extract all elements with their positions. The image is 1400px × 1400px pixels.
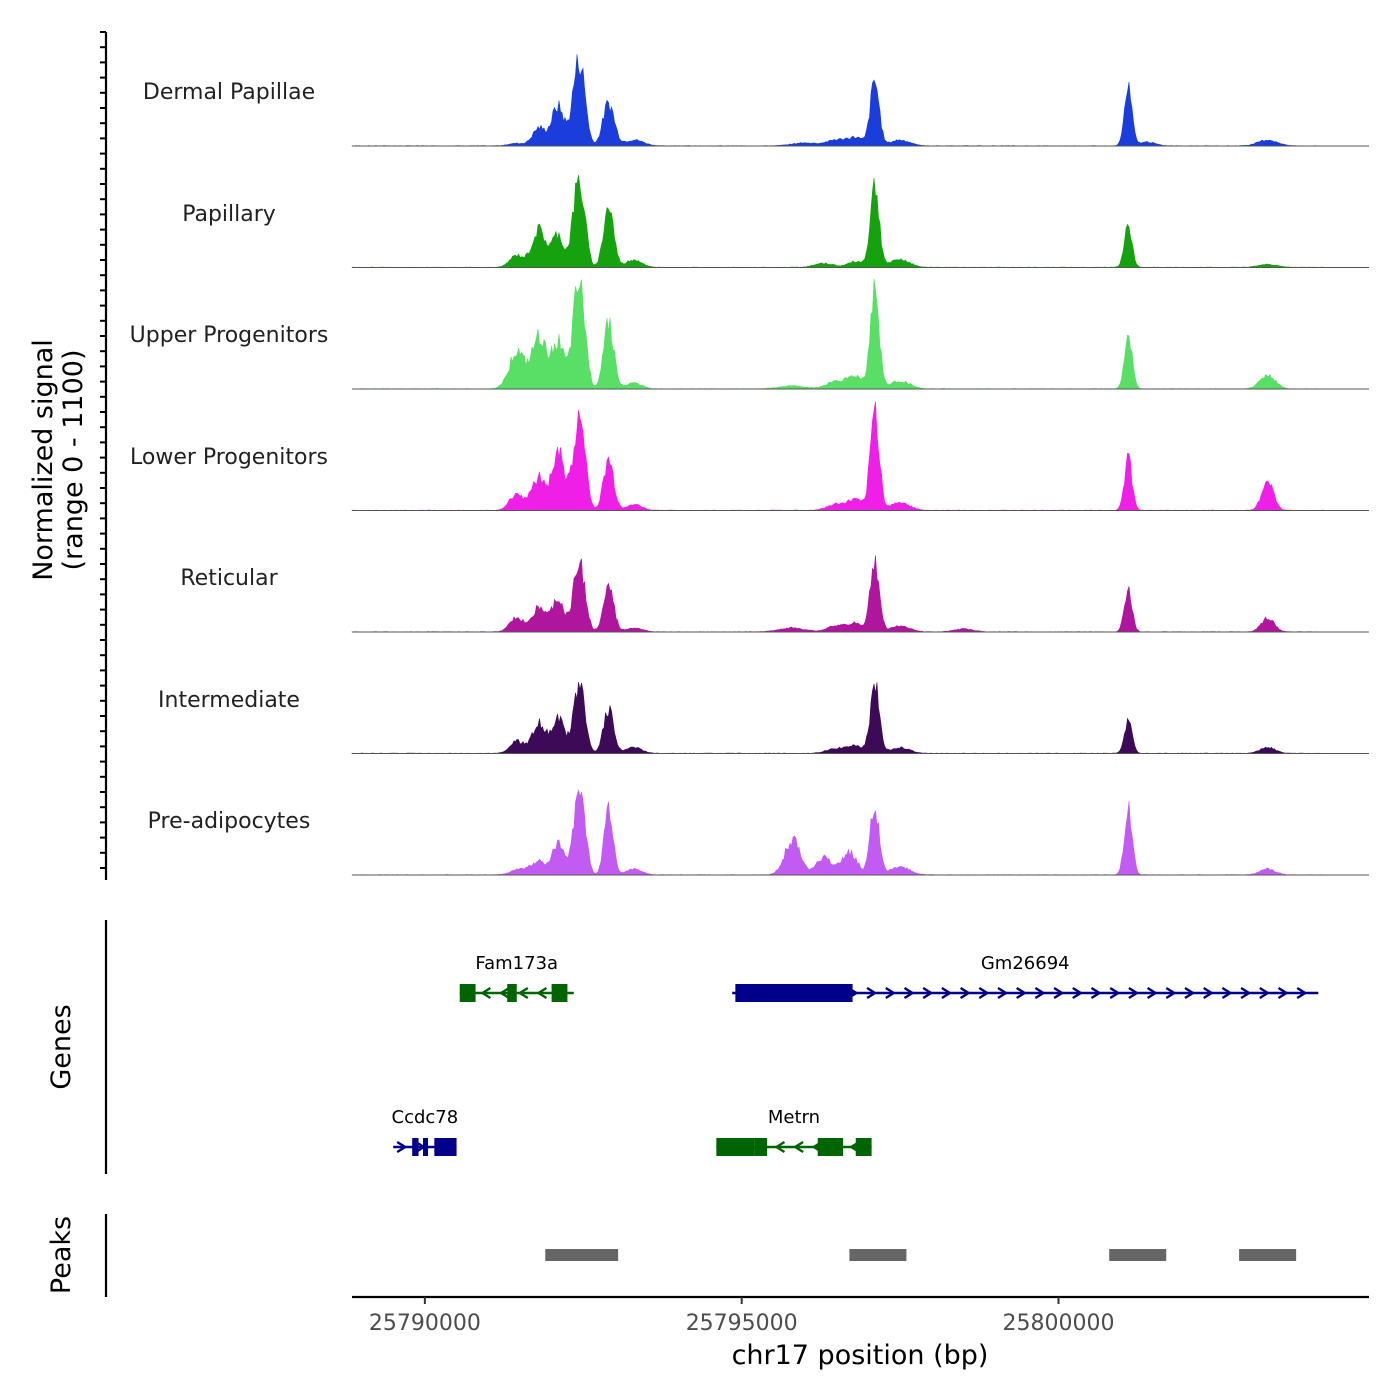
- x-tick-label: 25790000: [369, 1311, 481, 1336]
- track-label-upper-progenitors: Upper Progenitors: [130, 323, 329, 348]
- coverage-area-reticular: [351, 555, 1326, 633]
- exon-ccdc78: [434, 1138, 457, 1156]
- strand-arrow-icon: [498, 986, 510, 1000]
- x-tick-label: 25795000: [686, 1311, 798, 1336]
- strand-arrow-icon: [1221, 986, 1233, 1000]
- exon-metrn: [716, 1138, 755, 1156]
- strand-arrow-icon: [480, 986, 492, 1000]
- y-axis-title: Normalized signal (range 0 - 1100): [28, 339, 89, 581]
- exon-gm26694: [735, 984, 853, 1002]
- coverage-area-papillary: [351, 175, 1326, 268]
- strand-arrow-icon: [903, 986, 915, 1000]
- strand-arrow-icon: [792, 1140, 804, 1154]
- strand-arrow-icon: [774, 1140, 786, 1154]
- exon-metrn: [817, 1138, 844, 1156]
- strand-arrow-icon: [1128, 986, 1140, 1000]
- y-axis-title-line2: (range 0 - 1100): [58, 350, 89, 571]
- peak-region-bar: [849, 1249, 907, 1261]
- coverage-area-dermal-papillae: [351, 54, 1326, 147]
- strand-arrow-icon: [1240, 986, 1252, 1000]
- strand-arrow-icon: [536, 986, 548, 1000]
- coverage-area-intermediate: [351, 682, 1325, 754]
- peak-regions: [545, 1249, 1297, 1261]
- gene-fam173a: Fam173a: [459, 953, 574, 1002]
- exon-fam173a: [507, 984, 517, 1002]
- gene-metrn: Metrn: [716, 1107, 872, 1156]
- x-tick-label: 25800000: [1003, 1311, 1115, 1336]
- coverage-area-lower-progenitors: [351, 401, 1326, 511]
- strand-arrow-icon: [997, 986, 1009, 1000]
- strand-arrow-icon: [1146, 986, 1158, 1000]
- peak-region-bar: [545, 1249, 619, 1261]
- strand-arrow-icon: [959, 986, 971, 1000]
- strand-arrow-icon: [866, 986, 878, 1000]
- strand-arrow-icon: [1296, 986, 1308, 1000]
- gene-label-fam173a: Fam173a: [475, 953, 558, 974]
- track-labels: Dermal Papillae Papillary Upper Progenit…: [130, 80, 329, 834]
- strand-arrow-icon: [1053, 986, 1065, 1000]
- track-label-reticular: Reticular: [180, 566, 278, 591]
- strand-arrow-icon: [922, 986, 934, 1000]
- peak-region-bar: [1239, 1249, 1297, 1261]
- y-axis-title-line1: Normalized signal: [28, 339, 59, 581]
- genes-panel-title: Genes: [46, 1004, 77, 1089]
- strand-arrow-icon: [517, 986, 529, 1000]
- exon-metrn: [754, 1138, 768, 1156]
- gene-label-metrn: Metrn: [768, 1107, 820, 1128]
- track-label-papillary: Papillary: [182, 202, 276, 227]
- peaks-panel-title: Peaks: [46, 1216, 77, 1294]
- exon-fam173a: [459, 984, 476, 1002]
- strand-arrow-icon: [1184, 986, 1196, 1000]
- track-label-lower-progenitors: Lower Progenitors: [130, 445, 328, 470]
- exon-fam173a: [551, 984, 568, 1002]
- coverage-area-upper-progenitors: [351, 278, 1326, 390]
- exon-ccdc78: [422, 1138, 429, 1156]
- gene-ccdc78: Ccdc78: [392, 1107, 459, 1156]
- strand-arrow-icon: [1090, 986, 1102, 1000]
- gene-label-gm26694: Gm26694: [981, 953, 1070, 974]
- strand-arrow-icon: [1016, 986, 1027, 1000]
- strand-arrow-icon: [978, 986, 990, 1000]
- strand-arrow-icon: [885, 986, 897, 1000]
- strand-arrow-icon: [1203, 986, 1214, 1000]
- x-axis-ticks: 25790000 25795000 25800000: [369, 1297, 1115, 1336]
- strand-arrow-icon: [1034, 986, 1046, 1000]
- peak-region-bar: [1109, 1249, 1167, 1261]
- gene-label-ccdc78: Ccdc78: [392, 1107, 459, 1128]
- track-label-intermediate: Intermediate: [158, 688, 300, 713]
- strand-arrow-icon: [1165, 986, 1177, 1000]
- track-label-dermal-papillae: Dermal Papillae: [143, 80, 315, 105]
- coverage-y-ticks: [100, 31, 106, 869]
- strand-arrow-icon: [1277, 986, 1289, 1000]
- gene-gm26694: Gm26694: [732, 953, 1319, 1002]
- x-axis-title: chr17 position (bp): [732, 1340, 989, 1371]
- exon-metrn: [855, 1138, 872, 1156]
- strand-arrow-icon: [1109, 986, 1121, 1000]
- track-label-pre-adipocytes: Pre-adipocytes: [148, 809, 311, 834]
- gene-annotations: Fam173a Gm26694 Ccdc78 Metrn: [392, 953, 1319, 1156]
- coverage-area-pre-adipocytes: [351, 789, 1325, 876]
- coverage-tracks: [351, 54, 1369, 876]
- strand-arrow-icon: [1072, 986, 1084, 1000]
- strand-arrow-icon: [396, 1140, 408, 1154]
- strand-arrow-icon: [1259, 986, 1271, 1000]
- strand-arrow-icon: [941, 986, 953, 1000]
- exon-ccdc78: [412, 1138, 419, 1156]
